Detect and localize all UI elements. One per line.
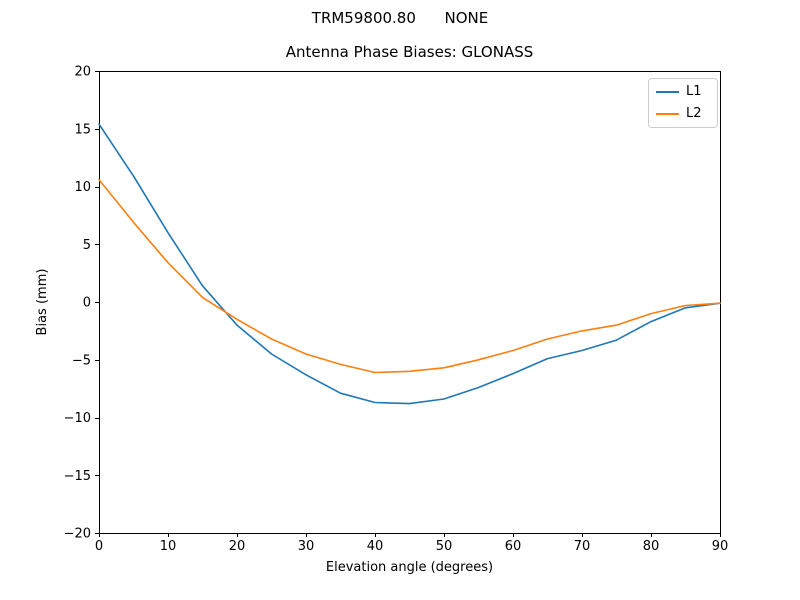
- x-tick-label: 90: [712, 539, 729, 554]
- legend-label-l1: L1: [686, 84, 702, 99]
- x-tick-label: 10: [160, 539, 177, 554]
- x-tick-label: 60: [505, 539, 522, 554]
- legend-label-l2: L2: [686, 106, 702, 121]
- y-tick-label: 5: [83, 238, 91, 253]
- y-tick-label: 0: [83, 296, 91, 311]
- y-tick-label: −5: [72, 353, 91, 368]
- y-tick-label: 20: [74, 65, 91, 80]
- x-tick-label: 20: [229, 539, 246, 554]
- y-tick-label: −20: [64, 527, 91, 542]
- figure-suptitle: TRM59800.80 NONE: [311, 9, 489, 27]
- l2-line-swatch: [656, 113, 679, 115]
- axes-title: Antenna Phase Biases: GLONASS: [285, 43, 534, 61]
- x-tick-label: 30: [298, 539, 315, 554]
- y-tick-label: −15: [64, 469, 91, 484]
- series-line-l1: [98, 123, 721, 405]
- y-tick-label: 15: [74, 122, 91, 137]
- x-tick-label: 0: [95, 539, 103, 554]
- x-tick-label: 40: [367, 539, 384, 554]
- x-tick-label: 80: [643, 539, 660, 554]
- y-axis-label: Bias (mm): [35, 269, 50, 336]
- l1-line-swatch: [656, 91, 679, 93]
- legend: L1 L2: [648, 78, 718, 128]
- legend-item-l2: L2: [656, 106, 710, 122]
- y-tick-label: 10: [74, 180, 91, 195]
- x-axis-label: Elevation angle (degrees): [326, 560, 493, 575]
- plot-border: [99, 71, 721, 534]
- y-tick-label: −10: [64, 411, 91, 426]
- x-tick-label: 50: [436, 539, 453, 554]
- legend-item-l1: L1: [656, 84, 710, 100]
- x-tick-label: 70: [574, 539, 591, 554]
- series-line-l2: [98, 178, 721, 374]
